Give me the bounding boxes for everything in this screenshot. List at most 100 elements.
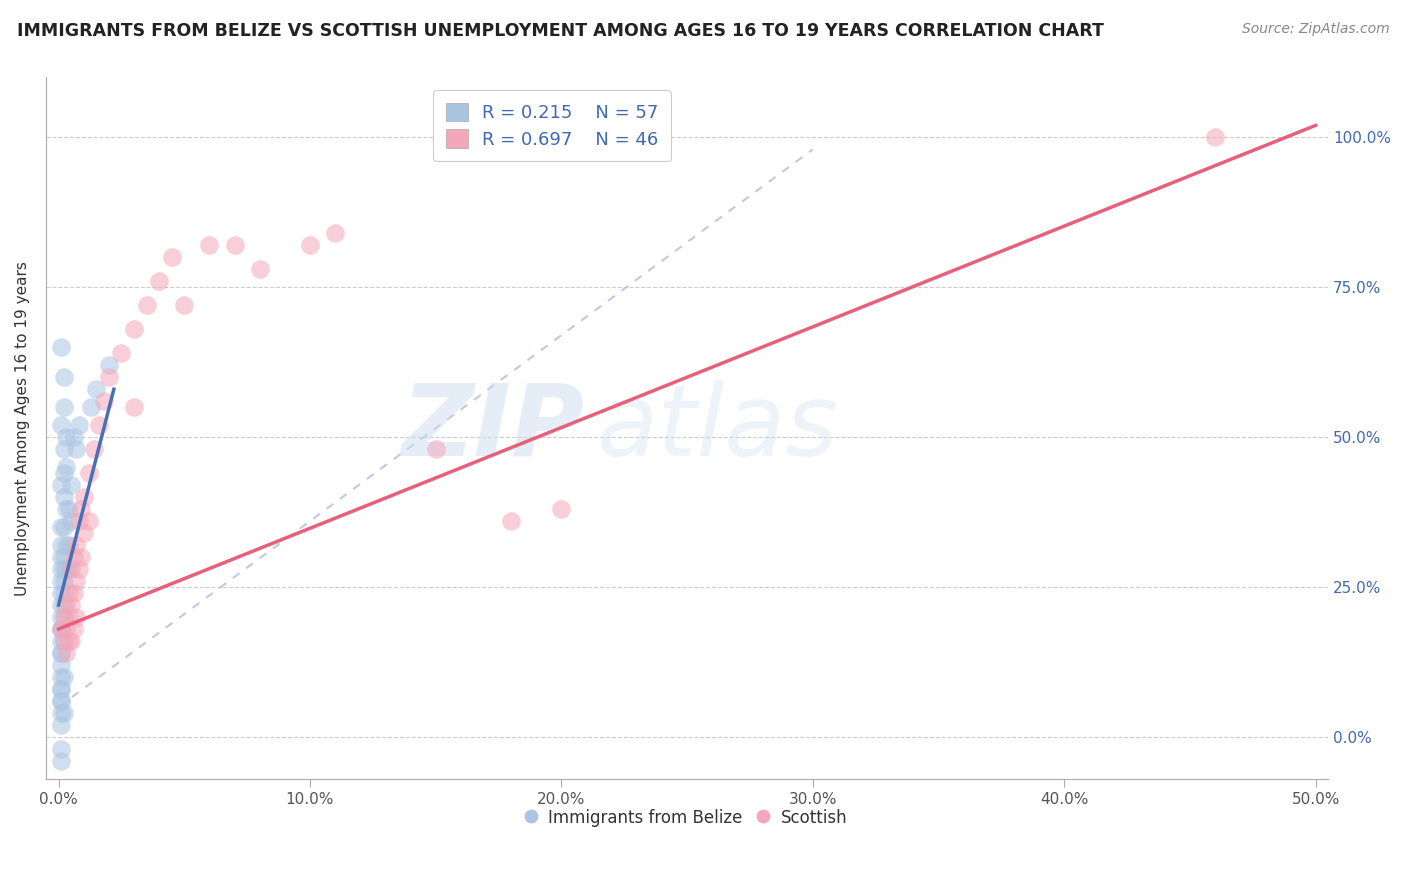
Point [135, 298, 157, 312]
Point [52, 520, 75, 534]
Point [1204, 130, 1226, 145]
Point [97, 358, 120, 372]
Point [49, 694, 72, 708]
Point [49, 418, 72, 433]
Point [52, 634, 75, 648]
Text: Source: ZipAtlas.com: Source: ZipAtlas.com [1241, 22, 1389, 37]
Point [58, 562, 80, 576]
Point [58, 634, 80, 648]
Point [52, 550, 75, 565]
Point [60, 598, 83, 612]
Point [49, 562, 72, 576]
Point [49, 658, 72, 673]
Point [298, 238, 321, 252]
Point [52, 574, 75, 588]
Text: ZIP: ZIP [402, 380, 585, 476]
Point [52, 400, 75, 414]
Point [70, 550, 93, 565]
Point [198, 238, 221, 252]
Point [49, 646, 72, 660]
Point [49, 574, 72, 588]
Point [52, 586, 75, 600]
Point [60, 562, 83, 576]
Point [49, 538, 72, 552]
Point [58, 586, 80, 600]
Point [110, 346, 132, 360]
Point [173, 298, 195, 312]
Point [65, 574, 87, 588]
Point [55, 622, 77, 636]
Point [49, 681, 72, 696]
Point [122, 400, 145, 414]
Point [52, 442, 75, 457]
Point [62, 622, 84, 636]
Point [425, 442, 447, 457]
Point [52, 490, 75, 504]
Point [49, 681, 72, 696]
Point [67, 514, 90, 528]
Point [60, 634, 83, 648]
Point [93, 394, 115, 409]
Point [77, 514, 100, 528]
Point [73, 490, 96, 504]
Text: atlas: atlas [598, 380, 839, 476]
Point [60, 478, 83, 492]
Point [49, 754, 72, 768]
Point [58, 610, 80, 624]
Point [65, 538, 87, 552]
Point [52, 610, 75, 624]
Point [224, 238, 246, 252]
Point [80, 400, 103, 414]
Point [550, 502, 572, 516]
Point [49, 646, 72, 660]
Point [55, 502, 77, 516]
Point [77, 466, 100, 480]
Point [58, 502, 80, 516]
Point [49, 478, 72, 492]
Point [87, 418, 110, 433]
Point [73, 526, 96, 541]
Point [49, 622, 72, 636]
Point [122, 322, 145, 336]
Point [55, 460, 77, 475]
Point [160, 250, 183, 264]
Legend: Immigrants from Belize, Scottish: Immigrants from Belize, Scottish [520, 802, 855, 834]
Point [58, 538, 80, 552]
Point [52, 610, 75, 624]
Point [83, 442, 105, 457]
Point [49, 586, 72, 600]
Point [148, 274, 170, 288]
Point [49, 706, 72, 720]
Point [249, 262, 271, 277]
Point [49, 718, 72, 732]
Point [60, 514, 83, 528]
Point [65, 442, 87, 457]
Point [52, 370, 75, 384]
Point [55, 430, 77, 444]
Point [49, 694, 72, 708]
Point [65, 610, 87, 624]
Point [55, 562, 77, 576]
Point [49, 670, 72, 684]
Point [49, 520, 72, 534]
Point [52, 706, 75, 720]
Point [49, 634, 72, 648]
Point [97, 370, 120, 384]
Point [49, 610, 72, 624]
Point [55, 538, 77, 552]
Point [52, 466, 75, 480]
Y-axis label: Unemployment Among Ages 16 to 19 years: Unemployment Among Ages 16 to 19 years [15, 260, 30, 596]
Point [52, 670, 75, 684]
Point [52, 598, 75, 612]
Point [62, 586, 84, 600]
Point [70, 502, 93, 516]
Point [49, 598, 72, 612]
Text: IMMIGRANTS FROM BELIZE VS SCOTTISH UNEMPLOYMENT AMONG AGES 16 TO 19 YEARS CORREL: IMMIGRANTS FROM BELIZE VS SCOTTISH UNEMP… [17, 22, 1104, 40]
Point [67, 562, 90, 576]
Point [84, 382, 107, 396]
Point [49, 550, 72, 565]
Point [323, 227, 346, 241]
Point [52, 562, 75, 576]
Point [62, 430, 84, 444]
Point [55, 646, 77, 660]
